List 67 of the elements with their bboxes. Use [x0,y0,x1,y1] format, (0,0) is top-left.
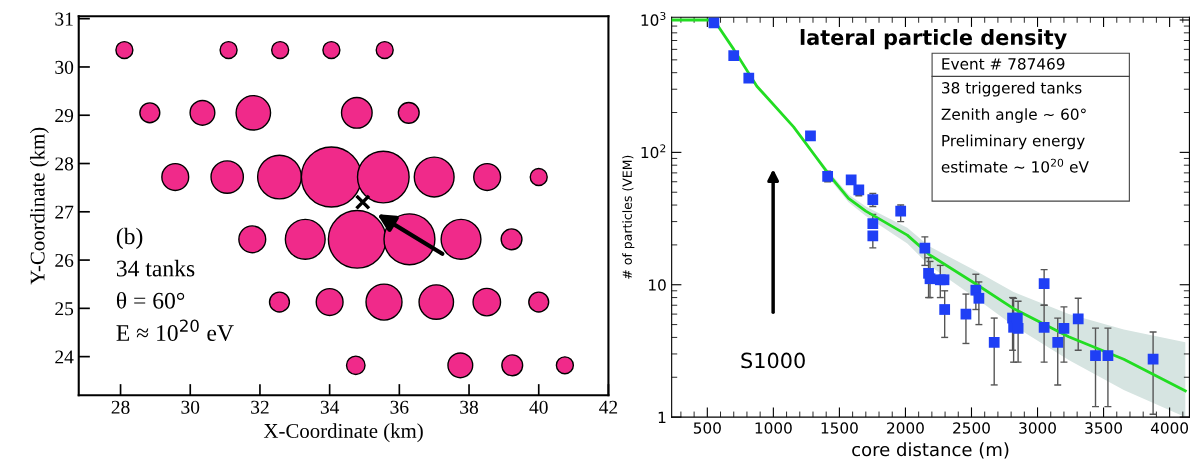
x-tick-label: 40 [529,400,548,414]
text: lateral particle density [800,29,1067,50]
x-axis-title: X-Coordinate (km) [263,423,423,443]
annotation: θ = 60° [116,291,185,309]
x-tick-label: 3000 [1019,422,1056,434]
point [1038,321,1050,333]
x-axis-title: core distance (m) [852,442,1009,459]
x-tick-label: 30 [181,400,200,414]
x-tick-label: 3500 [1085,422,1122,434]
point [919,242,931,254]
y-tick-label: 27 [55,205,74,219]
point [1090,350,1101,361]
point [1052,336,1064,348]
y-tick-label: 10 [649,279,666,291]
annotation: Preliminary energy [942,134,1085,150]
annotation: S1000 [741,352,805,369]
x-tick-label: 34 [320,400,340,414]
point [845,174,857,186]
point [728,50,740,62]
point [1147,353,1159,365]
annotation: 38 triggered tanks [942,81,1082,97]
y-tick-label: 10$^{3}$ [641,11,666,26]
point [973,292,985,304]
x-tick-label: 500 [693,422,721,434]
point [743,72,755,84]
point [1058,323,1070,334]
point [938,274,950,286]
annotation: (b) [116,227,143,250]
y-tick-label: 24 [55,350,74,364]
point [1102,350,1114,361]
annotation: estimate ~ 10$^{20}$ eV [941,158,1089,173]
annotation: Zenith angle ~ 60° [941,108,1086,123]
annotation: Event # 787469 [942,58,1065,70]
point [1038,278,1050,289]
y-tick-label: 30 [55,60,74,74]
x-tick-label: 28 [111,400,130,414]
y-tick-label: 25 [55,302,74,316]
point [867,218,879,229]
x-tick-label: 2500 [953,422,990,434]
x-tick-label: 42 [599,400,618,414]
point [1011,312,1023,324]
x-tick-label: 4000 [1150,422,1189,434]
x-tick-label: 32 [251,400,269,414]
y-tick-label: 1 [658,411,666,423]
annotation: 34 tanks [116,259,195,277]
point [853,184,865,196]
point [988,336,1000,348]
y-tick-label: 10$^{2}$ [641,144,666,159]
x-tick-label: 36 [390,400,409,414]
point [867,230,879,242]
y-tick-label: 26 [55,253,74,268]
point [1012,323,1024,334]
point [1072,313,1084,325]
x-tick-label: 1500 [821,422,858,434]
y-axis-title: Y-Coordinate (km) [29,127,49,285]
y-tick-label: 31 [55,12,73,26]
point [895,205,907,217]
annotation: E ≈ 10$^{20}$ eV [116,319,234,342]
y-axis-title: # of particles (VEM) [622,155,635,279]
point [924,273,936,285]
x-tick-label: 2000 [887,422,924,434]
y-tick-label: 29 [55,109,74,123]
x-tick-label: 1000 [755,422,792,434]
point [805,130,816,142]
point [939,304,951,315]
x-tick-label: 38 [460,400,479,414]
y-tick-label: 28 [55,157,74,171]
